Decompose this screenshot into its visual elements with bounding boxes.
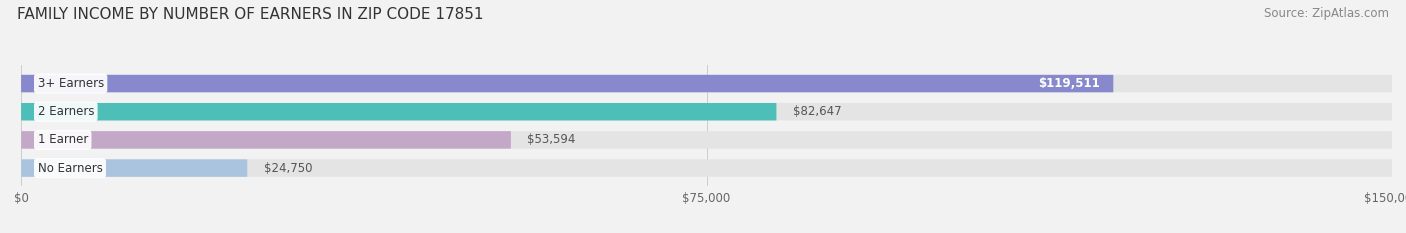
Text: 3+ Earners: 3+ Earners	[38, 77, 104, 90]
FancyBboxPatch shape	[21, 159, 247, 177]
Text: FAMILY INCOME BY NUMBER OF EARNERS IN ZIP CODE 17851: FAMILY INCOME BY NUMBER OF EARNERS IN ZI…	[17, 7, 484, 22]
Text: $24,750: $24,750	[264, 161, 312, 175]
FancyBboxPatch shape	[21, 103, 1392, 120]
FancyBboxPatch shape	[21, 131, 510, 149]
Text: $53,594: $53,594	[527, 134, 575, 146]
FancyBboxPatch shape	[21, 103, 776, 120]
Text: 1 Earner: 1 Earner	[38, 134, 89, 146]
FancyBboxPatch shape	[21, 75, 1392, 92]
Text: $82,647: $82,647	[793, 105, 841, 118]
Text: $119,511: $119,511	[1038, 77, 1099, 90]
Text: Source: ZipAtlas.com: Source: ZipAtlas.com	[1264, 7, 1389, 20]
Text: 2 Earners: 2 Earners	[38, 105, 94, 118]
FancyBboxPatch shape	[21, 75, 1114, 92]
Text: No Earners: No Earners	[38, 161, 103, 175]
FancyBboxPatch shape	[21, 131, 1392, 149]
FancyBboxPatch shape	[21, 159, 1392, 177]
